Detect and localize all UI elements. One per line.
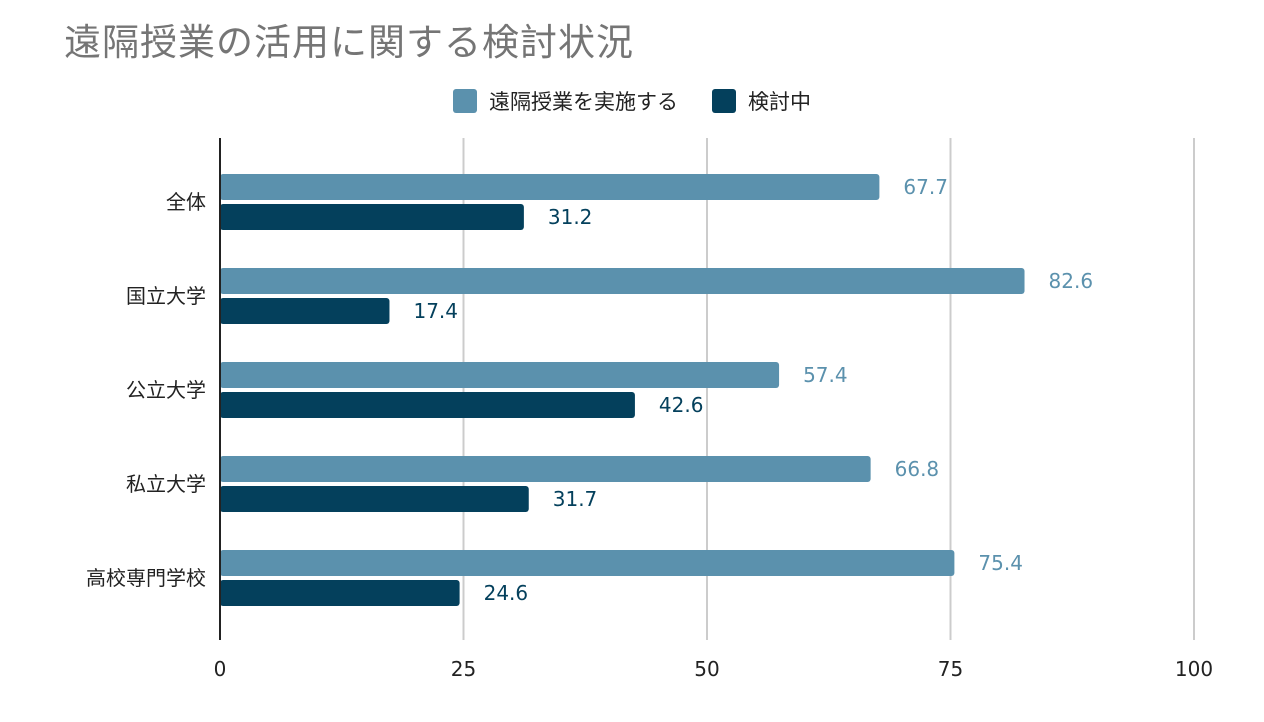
data-label-implement: 57.4 bbox=[803, 363, 848, 387]
bar-implement bbox=[220, 456, 871, 482]
bar-considering bbox=[220, 298, 390, 324]
bar-considering bbox=[220, 204, 524, 230]
data-label-considering: 31.7 bbox=[553, 487, 598, 511]
bar-considering bbox=[220, 486, 529, 512]
legend-swatch-considering bbox=[712, 89, 736, 113]
bar-implement bbox=[220, 362, 780, 388]
legend-item-considering: 検討中 bbox=[712, 86, 811, 116]
bar-implement bbox=[220, 174, 880, 200]
x-tick-label: 75 bbox=[938, 657, 963, 681]
x-tick-label: 100 bbox=[1175, 657, 1213, 681]
data-label-considering: 24.6 bbox=[484, 581, 529, 605]
legend: 遠隔授業を実施する 検討中 bbox=[0, 86, 1264, 116]
data-label-implement: 67.7 bbox=[903, 175, 948, 199]
data-label-considering: 17.4 bbox=[413, 299, 458, 323]
chart-title: 遠隔授業の活用に関する検討状況 bbox=[64, 21, 634, 64]
x-tick-label: 0 bbox=[214, 657, 227, 681]
category-label: 私立大学 bbox=[126, 472, 206, 496]
legend-label-implement: 遠隔授業を実施する bbox=[489, 90, 678, 114]
data-label-implement: 66.8 bbox=[895, 457, 940, 481]
data-label-considering: 31.2 bbox=[548, 205, 593, 229]
data-label-considering: 42.6 bbox=[659, 393, 704, 417]
bar-implement bbox=[220, 268, 1025, 294]
x-tick-label: 25 bbox=[451, 657, 476, 681]
data-label-implement: 82.6 bbox=[1049, 269, 1094, 293]
category-label: 高校専門学校 bbox=[86, 566, 206, 590]
category-label: 全体 bbox=[166, 190, 206, 214]
bar-implement bbox=[220, 550, 955, 576]
legend-label-considering: 検討中 bbox=[748, 90, 811, 114]
category-label: 公立大学 bbox=[126, 378, 206, 402]
legend-swatch-implement bbox=[453, 89, 477, 113]
category-label: 国立大学 bbox=[126, 284, 206, 308]
bar-considering bbox=[220, 580, 460, 606]
legend-item-implement: 遠隔授業を実施する bbox=[453, 86, 678, 116]
x-tick-label: 50 bbox=[694, 657, 719, 681]
bar-considering bbox=[220, 392, 635, 418]
data-label-implement: 75.4 bbox=[978, 551, 1023, 575]
